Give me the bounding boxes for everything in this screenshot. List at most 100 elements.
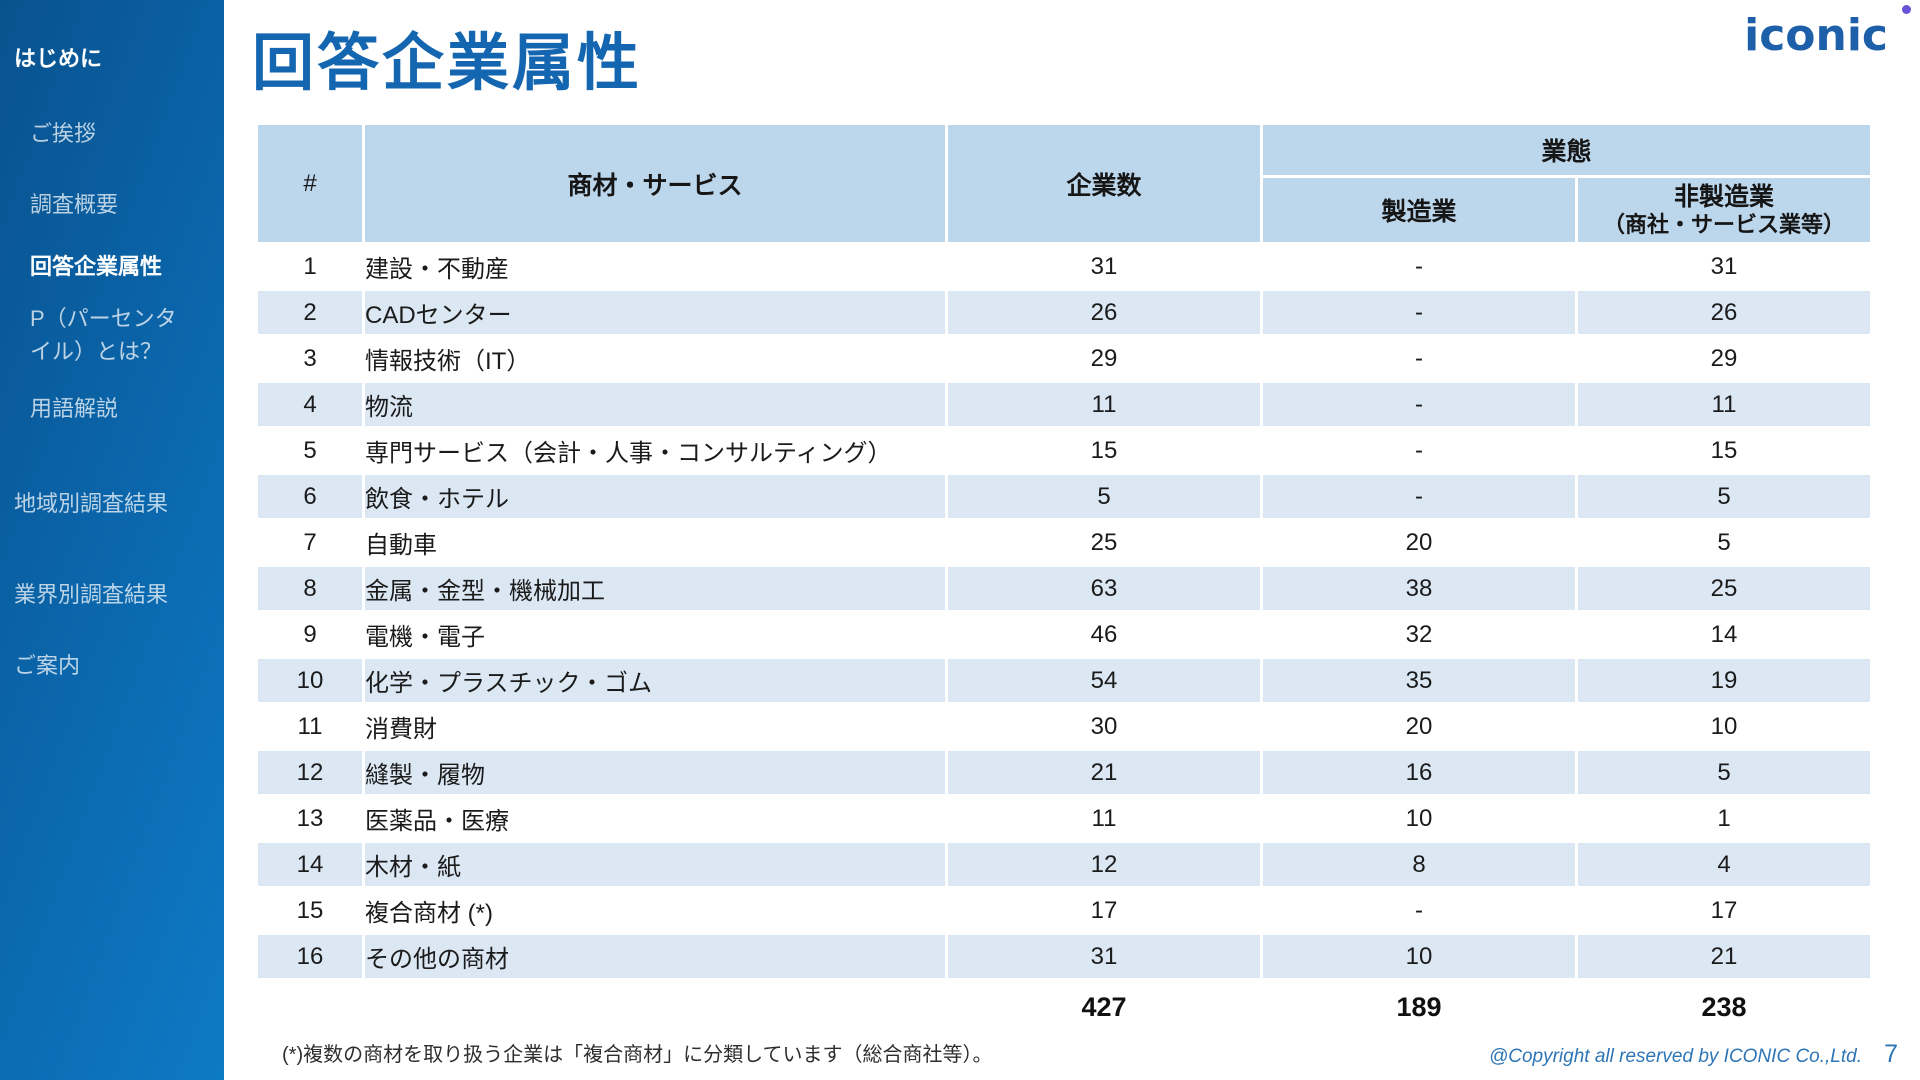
total-companies: 427: [1081, 991, 1127, 1022]
table-cell: 26: [1578, 291, 1870, 334]
page-title: 回答企業属性: [252, 29, 643, 98]
table-cell: 30: [948, 705, 1260, 748]
table-cell: 38: [1263, 567, 1575, 610]
totals-empty-cell: [258, 981, 362, 1033]
table-cell: 14: [1578, 613, 1870, 656]
table-cell: 21: [1578, 935, 1870, 978]
table-cell: 8: [258, 567, 362, 610]
table-cell: 5: [1578, 475, 1870, 518]
table-cell: 飲食・ホテル: [365, 475, 945, 518]
logo-dot-icon: [1902, 5, 1911, 14]
table-cell: 29: [948, 337, 1260, 380]
table-cell: 15: [258, 889, 362, 932]
table-cell: 20: [1263, 521, 1575, 564]
non-mfg-line2: （商社・サービス業等）: [1602, 211, 1845, 237]
table-header: # 商材・サービス 企業数 業態 製造業 非製造業 （商社・サービス業等）: [258, 125, 1870, 242]
table-cell: 6: [258, 475, 362, 518]
table-cell: 31: [1578, 245, 1870, 288]
table-cell: 金属・金型・機械加工: [365, 567, 945, 610]
table-cell: CADセンター: [365, 291, 945, 334]
table-cell: 化学・プラスチック・ゴム: [365, 659, 945, 702]
table-row: 9 電機・電子 46 32 14: [258, 613, 1870, 656]
table-cell: 5: [1578, 521, 1870, 564]
table-cell: 建設・不動産: [365, 245, 945, 288]
table-row: 2 CADセンター 26-26: [258, 291, 1870, 334]
table-cell: 4: [258, 383, 362, 426]
sidebar-item-kaitoukigyouzokusei[interactable]: 回答企業属性: [30, 254, 163, 279]
sidebar-item-chousagaiyou[interactable]: 調査概要: [30, 192, 119, 217]
table-cell: 8: [1263, 843, 1575, 886]
table-row: 14 木材・紙 12 8 4: [258, 843, 1870, 886]
table-cell: 3: [258, 337, 362, 380]
table-totals-row: 427 189 238: [258, 981, 1870, 1033]
table-cell: 17: [948, 889, 1260, 932]
col-header-manufacturing: 製造業: [1263, 178, 1575, 242]
table-cell: 35: [1263, 659, 1575, 702]
table-cell: その他の商材: [365, 935, 945, 978]
table-cell: 16: [1263, 751, 1575, 794]
table-cell: -: [1263, 337, 1575, 380]
table-cell: 1: [1578, 797, 1870, 840]
sidebar-item-hajimeni[interactable]: はじめに: [14, 46, 103, 71]
sidebar-item-percentile-towa[interactable]: P（パーセンタ イル）とは？: [30, 306, 177, 364]
page-number: 7: [1884, 1040, 1898, 1068]
table-row: 11 消費財 30 20 10: [258, 705, 1870, 748]
sidebar-item-goannai[interactable]: ご案内: [14, 653, 81, 678]
col-header-number: #: [258, 125, 362, 242]
table-cell: 5: [948, 475, 1260, 518]
sidebar: はじめに ご挨拶 調査概要 回答企業属性 P（パーセンタ イル）とは？ 用語解説…: [0, 0, 224, 1080]
table-cell: 26: [948, 291, 1260, 334]
table-cell: 10: [1263, 935, 1575, 978]
table-cell: 17: [1578, 889, 1870, 932]
table-cell: 14: [258, 843, 362, 886]
col-header-group: 業態: [1263, 125, 1870, 175]
table-cell: -: [1263, 291, 1575, 334]
table-cell: 63: [948, 567, 1260, 610]
table-row: 1 建設・不動産 31-31: [258, 245, 1870, 288]
table-cell: 29: [1578, 337, 1870, 380]
table-cell: 1: [258, 245, 362, 288]
table-cell: 5: [1578, 751, 1870, 794]
sidebar-item-chiikibetsu-kekka[interactable]: 地域別調査結果: [14, 491, 169, 516]
table-cell: 25: [1578, 567, 1870, 610]
table-cell: 31: [948, 245, 1260, 288]
table-cell: 9: [258, 613, 362, 656]
table-cell: 32: [1263, 613, 1575, 656]
table-row: 13 医薬品・医療 11 10 1: [258, 797, 1870, 840]
table-cell: 専門サービス（会計・人事・コンサルティング）: [365, 429, 945, 472]
table-cell: 16: [258, 935, 362, 978]
table-cell: 25: [948, 521, 1260, 564]
sidebar-item-yougokaisetsu[interactable]: 用語解説: [30, 396, 119, 421]
table-cell: -: [1263, 429, 1575, 472]
table-row: 3 情報技術（IT） 29-29: [258, 337, 1870, 380]
col-header-product: 商材・サービス: [365, 125, 945, 242]
iconic-logo: iconic: [1744, 10, 1888, 61]
table-cell: 46: [948, 613, 1260, 656]
table-cell: 物流: [365, 383, 945, 426]
table-cell: 縫製・履物: [365, 751, 945, 794]
table-cell: 21: [948, 751, 1260, 794]
table-cell: -: [1263, 475, 1575, 518]
col-header-non-manufacturing: 非製造業 （商社・サービス業等）: [1578, 178, 1870, 242]
sidebar-item-gyoukaibetsu-kekka[interactable]: 業界別調査結果: [14, 582, 169, 607]
table-cell: 11: [948, 797, 1260, 840]
total-manufacturing: 189: [1396, 991, 1442, 1022]
table-cell: 5: [258, 429, 362, 472]
table-cell: 複合商材 (*): [365, 889, 945, 932]
table-cell: 10: [258, 659, 362, 702]
table-cell: 10: [1578, 705, 1870, 748]
table-cell: 54: [948, 659, 1260, 702]
table-cell: 医薬品・医療: [365, 797, 945, 840]
table-row: 10 化学・プラスチック・ゴム 54 35 19: [258, 659, 1870, 702]
table-cell: 情報技術（IT）: [365, 337, 945, 380]
table-cell: 11: [1578, 383, 1870, 426]
table-cell: -: [1263, 383, 1575, 426]
sidebar-item-goaisatsu[interactable]: ご挨拶: [30, 121, 97, 146]
table-cell: 10: [1263, 797, 1575, 840]
table-cell: 11: [948, 383, 1260, 426]
table-cell: 13: [258, 797, 362, 840]
copyright-text: @Copyright all reserved by ICONIC Co.,Lt…: [1488, 1046, 1862, 1067]
totals-empty-cell: [365, 981, 945, 1033]
total-non-manufacturing: 238: [1701, 991, 1747, 1022]
